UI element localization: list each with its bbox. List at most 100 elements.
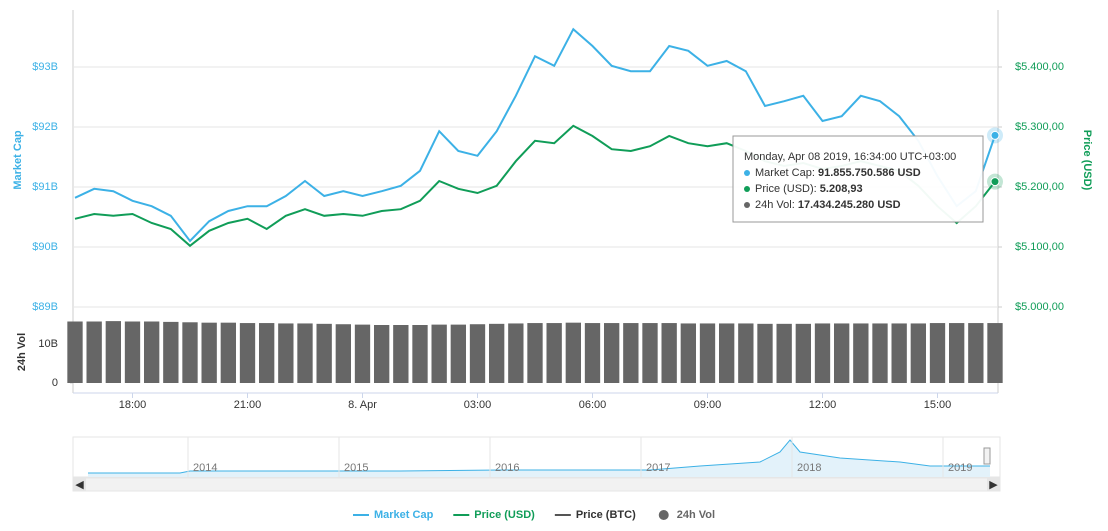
bar	[450, 324, 466, 383]
y2-tick-label: $5.400,00	[1015, 61, 1064, 73]
bar	[489, 323, 505, 383]
scroll-right[interactable]	[987, 478, 1000, 491]
y-tick-label: $89B	[32, 301, 58, 313]
tooltip-label: 24h Vol:	[755, 199, 798, 211]
tooltip-marker	[744, 202, 750, 208]
bar	[508, 323, 524, 383]
bar	[680, 323, 696, 383]
scroll-arrow: ▶	[989, 479, 998, 491]
y2-tick-label: $5.200,00	[1015, 181, 1064, 193]
tooltip-marker	[744, 186, 750, 192]
x-tick-label: 21:00	[234, 399, 262, 411]
tooltip-date: Monday, Apr 08 2019, 16:34:00 UTC+03:00	[744, 151, 956, 163]
bar	[374, 325, 390, 383]
scrollbar[interactable]	[72, 477, 1001, 492]
y2-axis-title: Price (USD)	[1081, 130, 1093, 191]
navigator-year: 2014	[193, 462, 217, 474]
x-tick-label: 12:00	[809, 399, 837, 411]
bar	[335, 324, 351, 383]
volume-axis-title: 24h Vol	[16, 333, 28, 371]
x-tick-label: 8. Apr	[348, 399, 377, 411]
navigator-handle[interactable]	[983, 447, 991, 465]
bar	[354, 324, 371, 383]
navigator-line	[88, 439, 990, 474]
bar	[987, 323, 1003, 383]
bar	[163, 321, 179, 383]
y2-tick-label: $5.000,00	[1015, 301, 1064, 313]
bar	[105, 321, 121, 383]
bar	[853, 323, 869, 383]
navigator-year: 2018	[797, 462, 821, 474]
navigator-area	[88, 440, 990, 477]
hover-point	[990, 130, 1000, 140]
bar	[393, 325, 409, 383]
y-tick-label: $92B	[32, 121, 58, 133]
bar	[67, 321, 83, 383]
legend-item[interactable]: Price (USD)	[474, 509, 535, 521]
bar	[182, 322, 198, 383]
tooltip-label: Price (USD):	[755, 183, 820, 195]
tooltip: Monday, Apr 08 2019, 16:34:00 UTC+03:00 …	[732, 135, 984, 223]
bar	[699, 323, 716, 383]
y-tick-label: $90B	[32, 241, 58, 253]
bar	[604, 323, 620, 383]
series-line	[74, 27, 996, 243]
scroll-left[interactable]	[73, 478, 86, 491]
bar	[220, 322, 236, 383]
bar	[546, 323, 562, 383]
bar	[872, 323, 888, 383]
bar	[661, 323, 677, 383]
y2-tick-label: $5.300,00	[1015, 121, 1064, 133]
y-tick-label: 10B	[38, 338, 58, 350]
hover-point	[990, 177, 1000, 187]
navigator-year: 2019	[948, 462, 972, 474]
tooltip-row: Price (USD): 5.208,93	[755, 183, 863, 195]
bar	[719, 323, 735, 383]
legend-item[interactable]: Price (BTC)	[576, 509, 636, 521]
bar	[565, 322, 581, 383]
bar	[929, 323, 946, 383]
navigator-year: 2017	[646, 462, 670, 474]
x-tick-label: 18:00	[119, 399, 147, 411]
bar	[86, 321, 102, 383]
y-tick-label: $91B	[32, 181, 58, 193]
bar	[776, 323, 792, 383]
bar	[469, 324, 486, 383]
tooltip-marker	[744, 170, 750, 176]
bar	[201, 322, 217, 383]
bar	[623, 323, 639, 383]
y-tick-label: 0	[52, 377, 58, 389]
bar	[795, 323, 811, 383]
bar	[431, 324, 447, 383]
bar	[316, 323, 332, 383]
x-tick-label: 06:00	[579, 399, 607, 411]
bar	[297, 323, 313, 383]
navigator-year: 2016	[495, 462, 519, 474]
bar	[278, 323, 294, 383]
legend-item[interactable]: Market Cap	[374, 509, 434, 521]
y-axis-title: Market Cap	[12, 130, 24, 190]
bar	[949, 323, 965, 383]
legend-item[interactable]: 24h Vol	[677, 509, 715, 521]
tooltip-label: Market Cap:	[755, 167, 818, 179]
bar	[259, 323, 275, 383]
x-tick-label: 03:00	[464, 399, 492, 411]
tooltip-value: 17.434.245.280 USD	[798, 199, 901, 211]
y-tick-label: $93B	[32, 61, 58, 73]
scroll-arrow: ◀	[75, 479, 84, 491]
x-tick-label: 09:00	[694, 399, 722, 411]
bar	[642, 323, 658, 383]
bar	[738, 323, 754, 383]
navigator: ◀ ▶ 2014 2015 2016 2017 2018 2019	[72, 436, 1001, 492]
bar	[527, 323, 543, 383]
tooltip-box	[732, 135, 984, 223]
tooltip-row: Market Cap: 91.855.750.586 USD	[755, 167, 921, 179]
bar	[144, 321, 160, 383]
bar	[968, 323, 984, 383]
tooltip-value: 5.208,93	[820, 183, 863, 195]
bar	[910, 323, 926, 383]
navigator-year: 2015	[344, 462, 368, 474]
bar	[757, 323, 773, 383]
bar	[891, 323, 907, 383]
